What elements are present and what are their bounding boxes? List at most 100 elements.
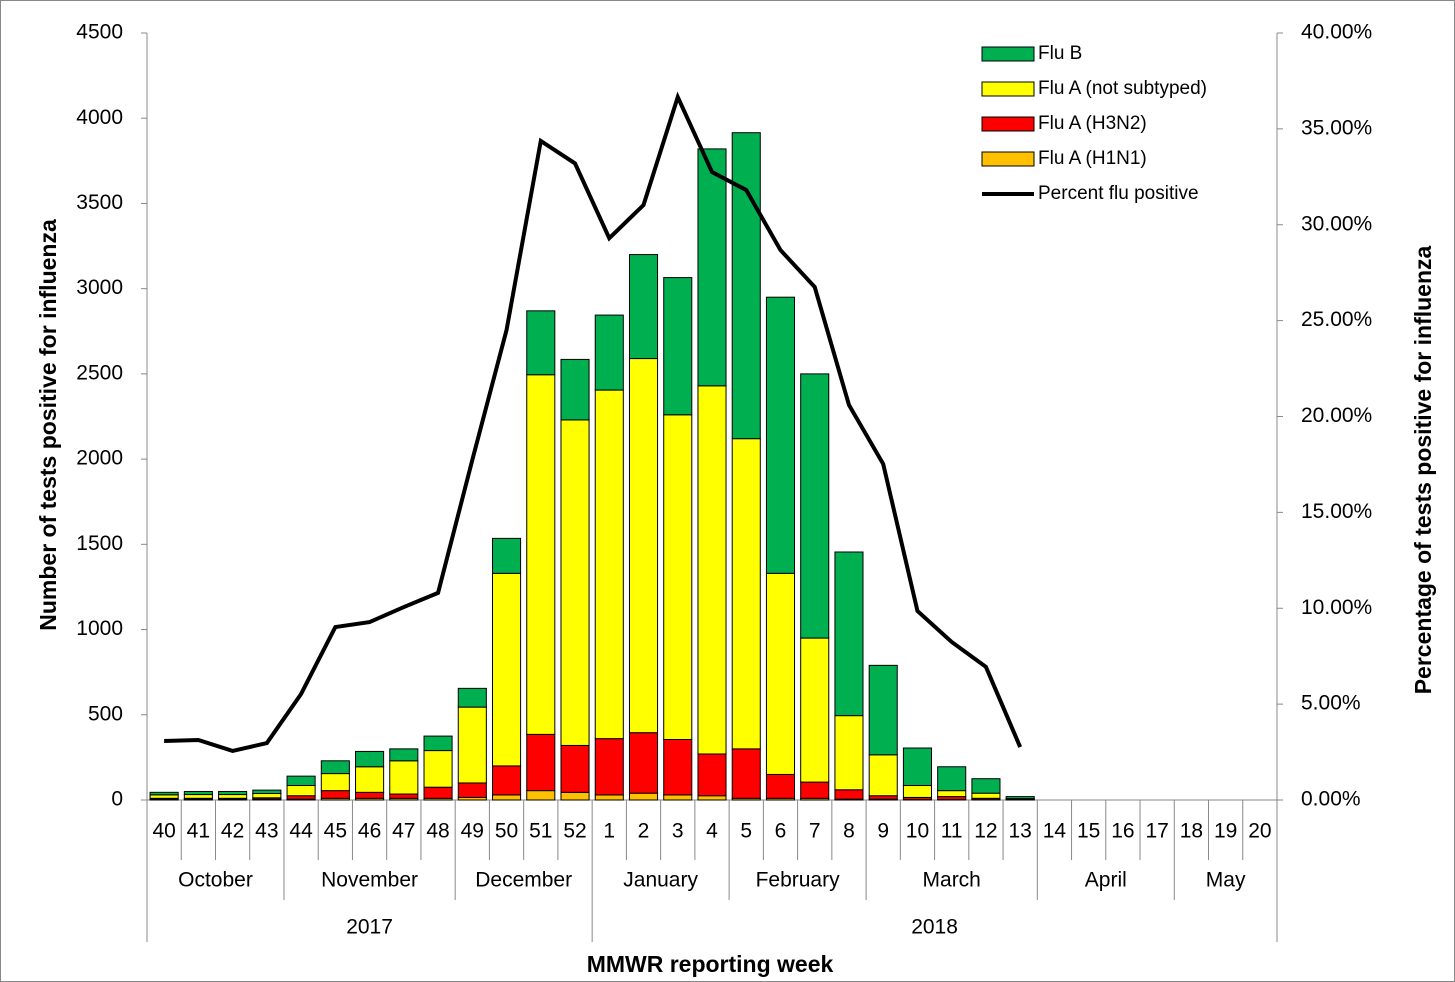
bar-segment (286, 795, 316, 800)
bar-segment (663, 738, 693, 796)
bar-segment (286, 785, 316, 797)
x-tick-label: 10 (906, 820, 929, 843)
bar-segment (183, 794, 213, 799)
bar-segment (868, 664, 898, 756)
bar-segment (320, 773, 350, 792)
bar-segment (594, 389, 624, 740)
bar-segment (800, 373, 830, 639)
bar-segment (492, 794, 522, 801)
month-label: May (1206, 869, 1246, 892)
bar-segment (423, 786, 453, 799)
month-label: October (178, 869, 253, 892)
x-tick-label: 46 (358, 820, 381, 843)
bar-segment (492, 765, 522, 796)
bar-segment (149, 791, 179, 796)
y-tick-label: 1000 (76, 617, 123, 640)
bar-segment (800, 781, 830, 799)
x-tick-label: 6 (775, 820, 787, 843)
line (164, 91, 1023, 753)
bar-segment (526, 310, 556, 376)
bar-segment (765, 572, 796, 775)
bar-segment (594, 794, 624, 801)
bar-segment (457, 782, 487, 798)
x-tick-label: 50 (495, 820, 518, 843)
bar-segment (320, 790, 350, 799)
y-tick-label: 2500 (76, 361, 123, 384)
y2-tick-label: 20.00% (1301, 404, 1372, 427)
x-tick-label: 52 (563, 820, 586, 843)
month-label: April (1085, 869, 1127, 892)
y2-tick-label: 0.00% (1301, 788, 1361, 811)
legend-label: Percent flu positive (1038, 183, 1199, 204)
bar-segment (355, 791, 385, 799)
y-tick-label: 500 (88, 702, 123, 725)
bar-segment (834, 715, 864, 791)
x-tick-label: 4 (706, 820, 718, 843)
legend-label: Flu A (H1N1) (1038, 148, 1147, 169)
bar-segment (1005, 796, 1035, 800)
bar-segment (765, 773, 796, 799)
month-label: November (321, 869, 418, 892)
bar-segment (457, 687, 487, 708)
bar-segment (355, 766, 385, 793)
x-tick-label: 11 (941, 820, 963, 843)
x-tick-label: 7 (809, 820, 821, 843)
legend-label: Flu A (not subtyped) (1038, 78, 1207, 99)
bar-segment (423, 750, 453, 788)
y2-tick-label: 15.00% (1301, 500, 1372, 523)
x-tick-label: 40 (152, 820, 175, 843)
bar-segment (697, 385, 727, 755)
bar-segment (731, 132, 761, 440)
x-tick-label: 19 (1214, 820, 1237, 843)
x-tick-label: 49 (461, 820, 484, 843)
x-tick-label: 13 (1009, 820, 1032, 843)
x-tick-label: 9 (877, 820, 889, 843)
bar-segment (389, 793, 419, 799)
bar-segment (526, 733, 556, 792)
year-label: 2017 (346, 916, 393, 939)
bar-segment (286, 775, 316, 787)
bar-segment (594, 314, 624, 391)
bar-segment (765, 296, 796, 574)
bar-segment (971, 792, 1001, 799)
bar-segment (697, 753, 727, 797)
bar-segment (697, 795, 727, 801)
bar-segment (526, 790, 556, 801)
y-tick-label: 3500 (76, 191, 123, 214)
x-tick-label: 3 (672, 820, 684, 843)
bar-segment (492, 537, 522, 574)
y-tick-label: 2000 (76, 447, 123, 470)
y2-tick-label: 30.00% (1301, 212, 1372, 235)
y2-axis-title: Percentage of tests positive for influen… (1410, 245, 1436, 694)
y-tick-label: 0 (111, 788, 123, 811)
bar-segment (355, 750, 385, 768)
y2-tick-label: 35.00% (1301, 116, 1372, 139)
y-tick-label: 3000 (76, 276, 123, 299)
bar-segment (663, 414, 693, 740)
x-axis-title: MMWR reporting week (587, 951, 834, 977)
x-tick-label: 45 (324, 820, 347, 843)
bar-segment (937, 766, 967, 792)
x-tick-label: 20 (1248, 820, 1271, 843)
bar-segment (937, 790, 967, 798)
bar-segment (149, 794, 179, 799)
legend-swatch (981, 151, 1035, 167)
bar-segment (628, 254, 659, 360)
x-tick-label: 47 (392, 820, 415, 843)
month-label: January (623, 869, 698, 892)
x-tick-label: 2 (638, 820, 650, 843)
y-tick-label: 4500 (76, 21, 123, 44)
bar-segment (628, 792, 659, 801)
bar-segment (731, 748, 761, 799)
x-tick-label: 16 (1111, 820, 1134, 843)
bar-segment (834, 551, 864, 717)
bar-segment (560, 358, 590, 421)
x-tick-label: 43 (255, 820, 278, 843)
bar-segment (834, 789, 864, 800)
bar-segment (868, 795, 898, 800)
x-tick-label: 42 (221, 820, 244, 843)
x-tick-label: 48 (426, 820, 449, 843)
bar-segment (628, 358, 659, 734)
x-tick-label: 44 (289, 820, 313, 843)
